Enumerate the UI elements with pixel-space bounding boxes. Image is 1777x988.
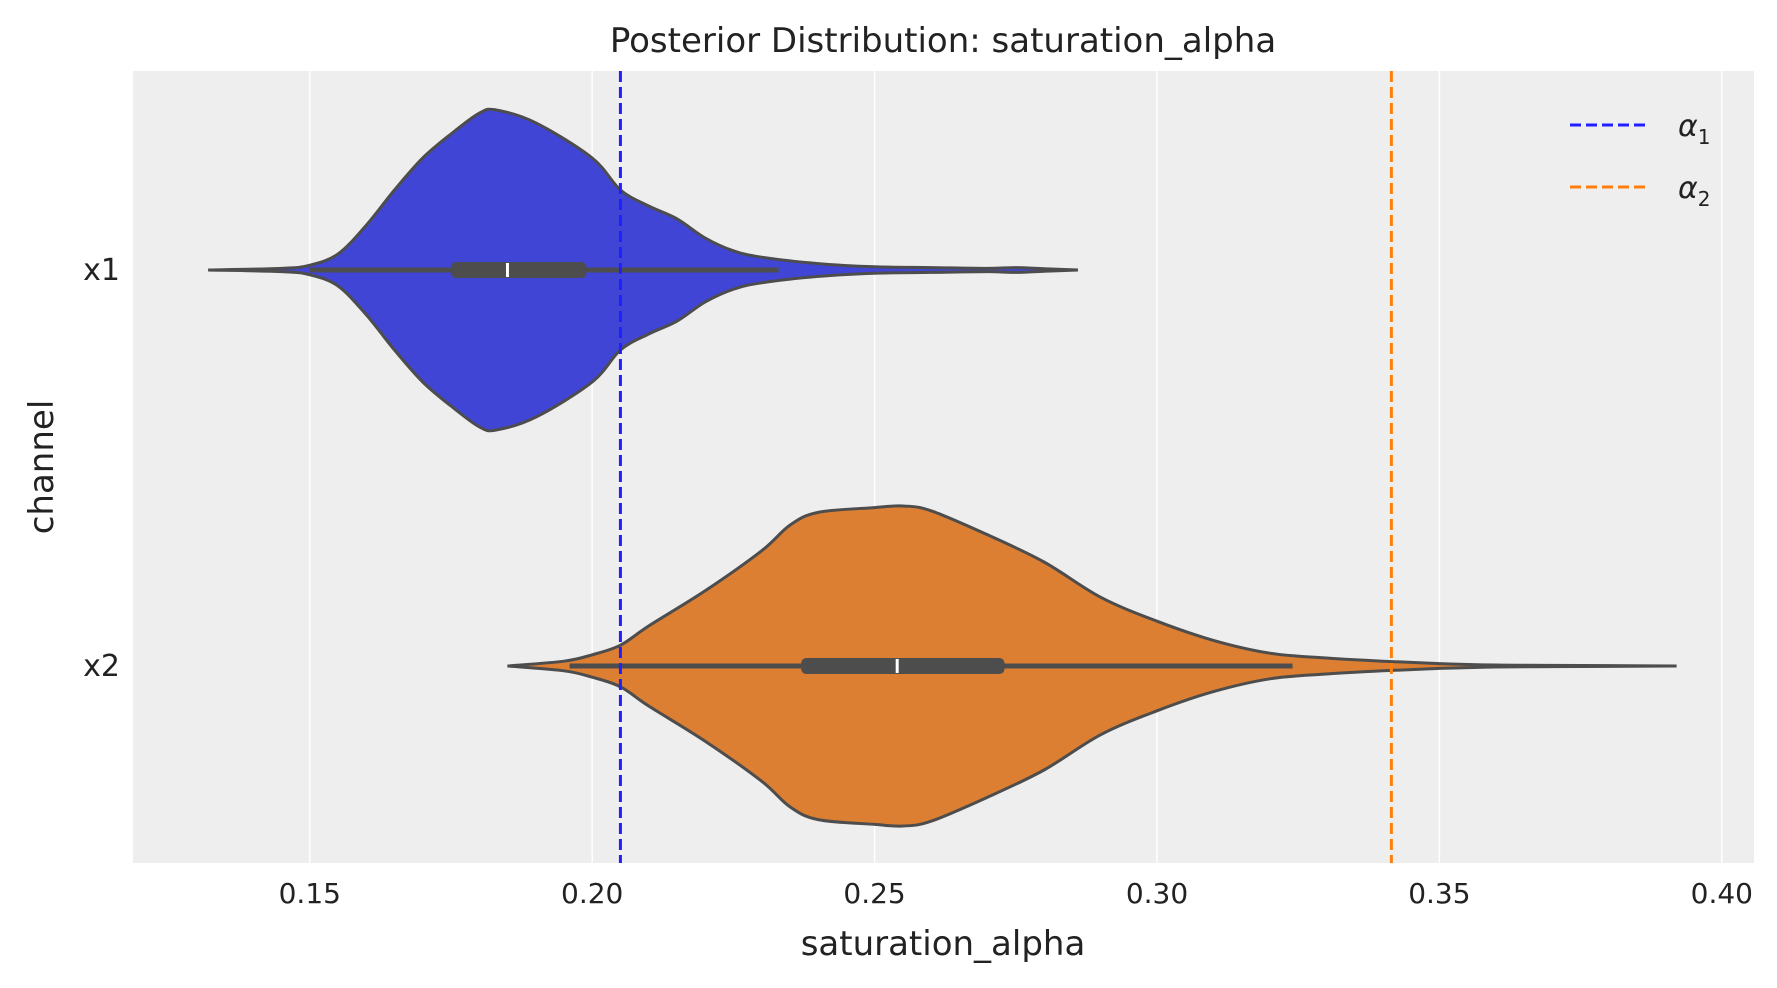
iqr-box-x1 (450, 262, 587, 278)
y-tick-label: x2 (83, 649, 120, 684)
x-tick-label: 0.40 (1691, 877, 1753, 910)
y-tick-label: x1 (83, 253, 120, 288)
x-tick-label: 0.15 (279, 877, 341, 910)
x-tick-label: 0.30 (1126, 877, 1188, 910)
y-axis-label: channel (22, 400, 62, 535)
x-tick-label: 0.25 (843, 877, 905, 910)
x-tick-label: 0.35 (1408, 877, 1470, 910)
legend-label-1: α1 (1678, 109, 1711, 149)
x-axis-label: saturation_alpha (801, 924, 1086, 964)
legend-label-2: α2 (1678, 171, 1711, 211)
iqr-box-x2 (801, 658, 1005, 674)
x-tick-label: 0.20 (561, 877, 623, 910)
legend: α1 α2 (1570, 109, 1711, 211)
chart-title: Posterior Distribution: saturation_alpha (610, 21, 1276, 61)
